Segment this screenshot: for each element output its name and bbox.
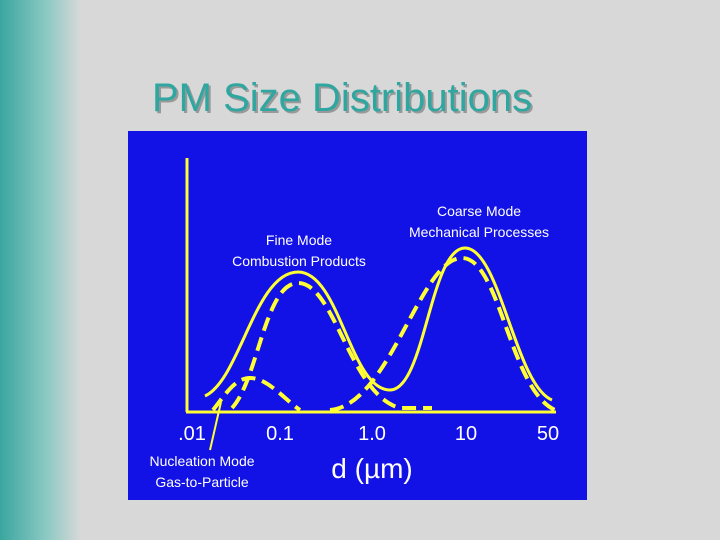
- title: PM Size Distributions: [152, 76, 532, 120]
- annotation: Gas-to-Particle: [155, 474, 249, 490]
- axis-label: d (µm): [331, 453, 412, 484]
- x-tick-label: 50: [537, 423, 559, 445]
- x-tick-label: 1.0: [358, 423, 386, 445]
- annotation: Fine Mode: [266, 232, 332, 248]
- annotation: Combustion Products: [232, 253, 366, 269]
- x-tick-label: .01: [178, 423, 206, 445]
- x-tick-label: 10: [455, 423, 477, 445]
- side-stripe: [0, 0, 80, 540]
- panel: [128, 131, 587, 500]
- title-shadow: PM Size Distributions: [154, 78, 534, 122]
- pointer: [209, 401, 222, 451]
- annotation: Coarse Mode: [437, 203, 521, 219]
- x-tick-label: 0.1: [266, 423, 294, 445]
- annotation: Mechanical Processes: [409, 224, 549, 240]
- annotation: Nucleation Mode: [149, 453, 254, 469]
- total-curve: [204, 246, 553, 402]
